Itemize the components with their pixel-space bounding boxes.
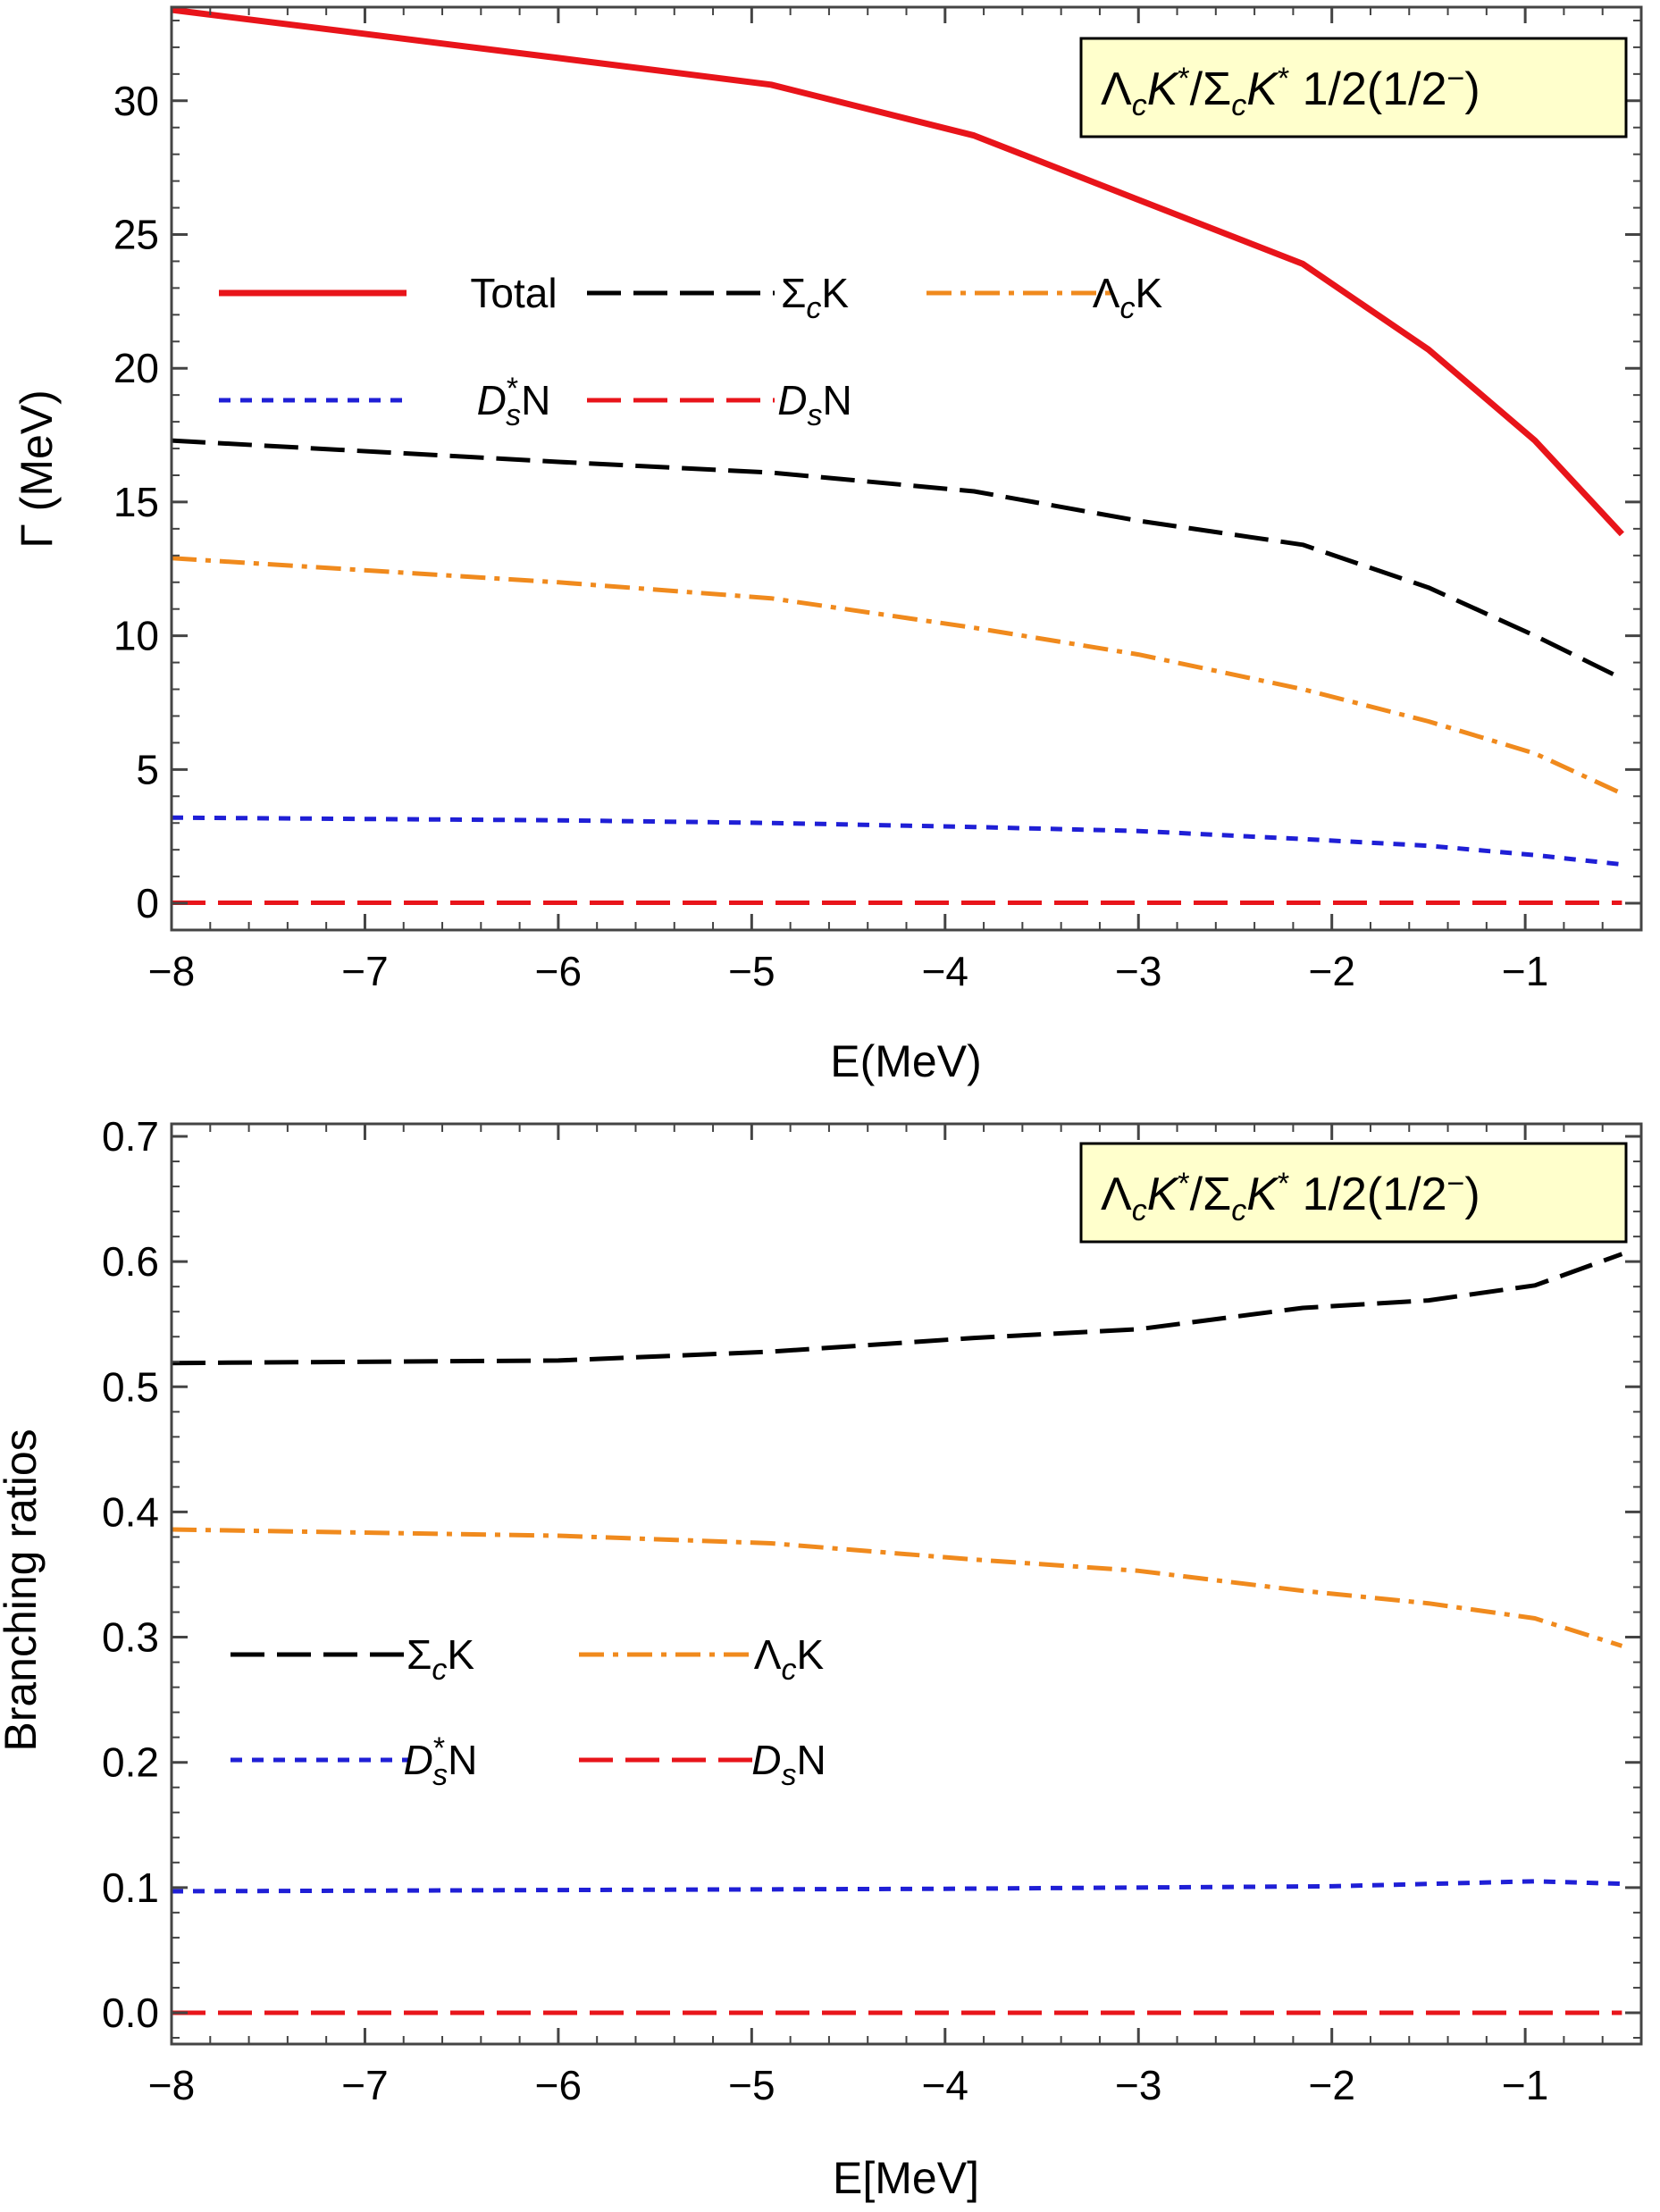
branching-legend-label-0: ΣcK — [407, 1631, 474, 1687]
width-x-tick-label: −1 — [1502, 948, 1548, 994]
width-legend-label-4: DsN — [777, 377, 851, 432]
branching-legend-label-1: ΛcK — [754, 1631, 825, 1687]
width-ticks: −8 −7 −6 −5 −4 −3 −2 −1 0 5 10 15 20 25 30 — [113, 7, 1642, 994]
branching-series-2-line — [171, 1879, 1622, 1894]
branching-legend: ΣcK ΛcK D* sN DsN — [231, 1631, 826, 1792]
width-chart: −8 −7 −6 −5 −4 −3 −2 −1 0 5 10 15 20 25 30 E(MeV) Γ (M… — [12, 5, 1643, 1086]
width-x-tick-label: −6 — [535, 948, 582, 994]
branching-x-tick-label: −4 — [922, 2062, 968, 2108]
width-legend: Total ΣcK ΛcK D* sN DsN — [219, 270, 1163, 432]
width-x-tick-label: −3 — [1115, 948, 1161, 994]
width-legend-label-3: D* sN — [477, 372, 551, 432]
branching-x-tick-label: −8 — [148, 2062, 195, 2108]
width-legend-label-0: Total — [470, 270, 557, 316]
width-legend-label-2: ΛcK — [1093, 270, 1163, 325]
width-y-tick-label: 10 — [113, 613, 159, 659]
width-y-tick-label: 0 — [136, 880, 159, 926]
branching-series-0-line — [171, 1252, 1623, 1366]
width-series-2-line — [171, 556, 1623, 796]
branching-y-tick-label: 0.0 — [102, 1990, 159, 2036]
width-x-axis-title: E(MeV) — [830, 1036, 981, 1086]
branching-legend-label-2: D* sN — [404, 1731, 478, 1792]
branching-annotation-text: ΛcK*/ΣcK* 1/2(1/2−) — [1101, 1167, 1480, 1227]
width-series-0-line — [171, 6, 1624, 537]
branching-x-tick-label: −1 — [1502, 2062, 1548, 2108]
branching-y-tick-label: 0.6 — [102, 1238, 159, 1285]
branching-x-tick-label: −2 — [1308, 2062, 1354, 2108]
branching-x-tick-label: −5 — [728, 2062, 775, 2108]
width-x-tick-label: −2 — [1308, 948, 1354, 994]
width-x-tick-label: −8 — [148, 948, 195, 994]
width-y-tick-label: 25 — [113, 212, 159, 258]
branching-y-tick-label: 0.7 — [102, 1113, 159, 1160]
width-y-tick-label: 30 — [113, 78, 159, 124]
width-legend-label-1: ΣcK — [781, 270, 849, 325]
width-y-axis-title: Γ (MeV) — [12, 390, 62, 549]
branching-series-layer — [171, 1252, 1623, 2015]
branching-y-tick-label: 0.1 — [102, 1864, 159, 1911]
branching-y-tick-label: 0.5 — [102, 1363, 159, 1410]
width-series-layer — [171, 6, 1624, 905]
width-annotation-box: ΛcK*/ΣcK* 1/2(1/2−) — [1079, 37, 1628, 138]
width-x-tick-label: −5 — [728, 948, 775, 994]
branching-legend-label-3: DsN — [751, 1737, 826, 1792]
branching-y-axis-title: Branching ratios — [0, 1429, 46, 1751]
width-x-tick-label: −4 — [922, 948, 968, 994]
branching-x-tick-label: −7 — [341, 2062, 388, 2108]
branching-x-axis-title: E[MeV] — [833, 2153, 979, 2203]
branching-series-1-line — [171, 1527, 1623, 1648]
width-annotation-text: ΛcK*/ΣcK* 1/2(1/2−) — [1101, 62, 1480, 122]
width-y-tick-label: 5 — [136, 746, 159, 792]
width-y-tick-label: 15 — [113, 479, 159, 525]
branching-x-tick-label: −3 — [1115, 2062, 1161, 2108]
width-series-1-line — [171, 438, 1623, 681]
branching-annotation-box: ΛcK*/ΣcK* 1/2(1/2−) — [1079, 1142, 1628, 1244]
branching-chart: −8 −7 −6 −5 −4 −3 −2 −1 0.0 0.1 0.2 0.3 0.4 0.5 0.6 0.7… — [0, 1113, 1643, 2203]
branching-y-tick-label: 0.2 — [102, 1739, 159, 1786]
width-y-tick-label: 20 — [113, 345, 159, 391]
width-series-3-line — [171, 815, 1622, 867]
branching-y-tick-label: 0.4 — [102, 1488, 159, 1535]
branching-x-tick-label: −6 — [535, 2062, 582, 2108]
width-x-tick-label: −7 — [341, 948, 388, 994]
branching-ticks: −8 −7 −6 −5 −4 −3 −2 −1 0.0 0.1 0.2 0.3 0.4 0.5 0.6 0.7 — [102, 1113, 1642, 2108]
branching-y-tick-label: 0.3 — [102, 1614, 159, 1661]
